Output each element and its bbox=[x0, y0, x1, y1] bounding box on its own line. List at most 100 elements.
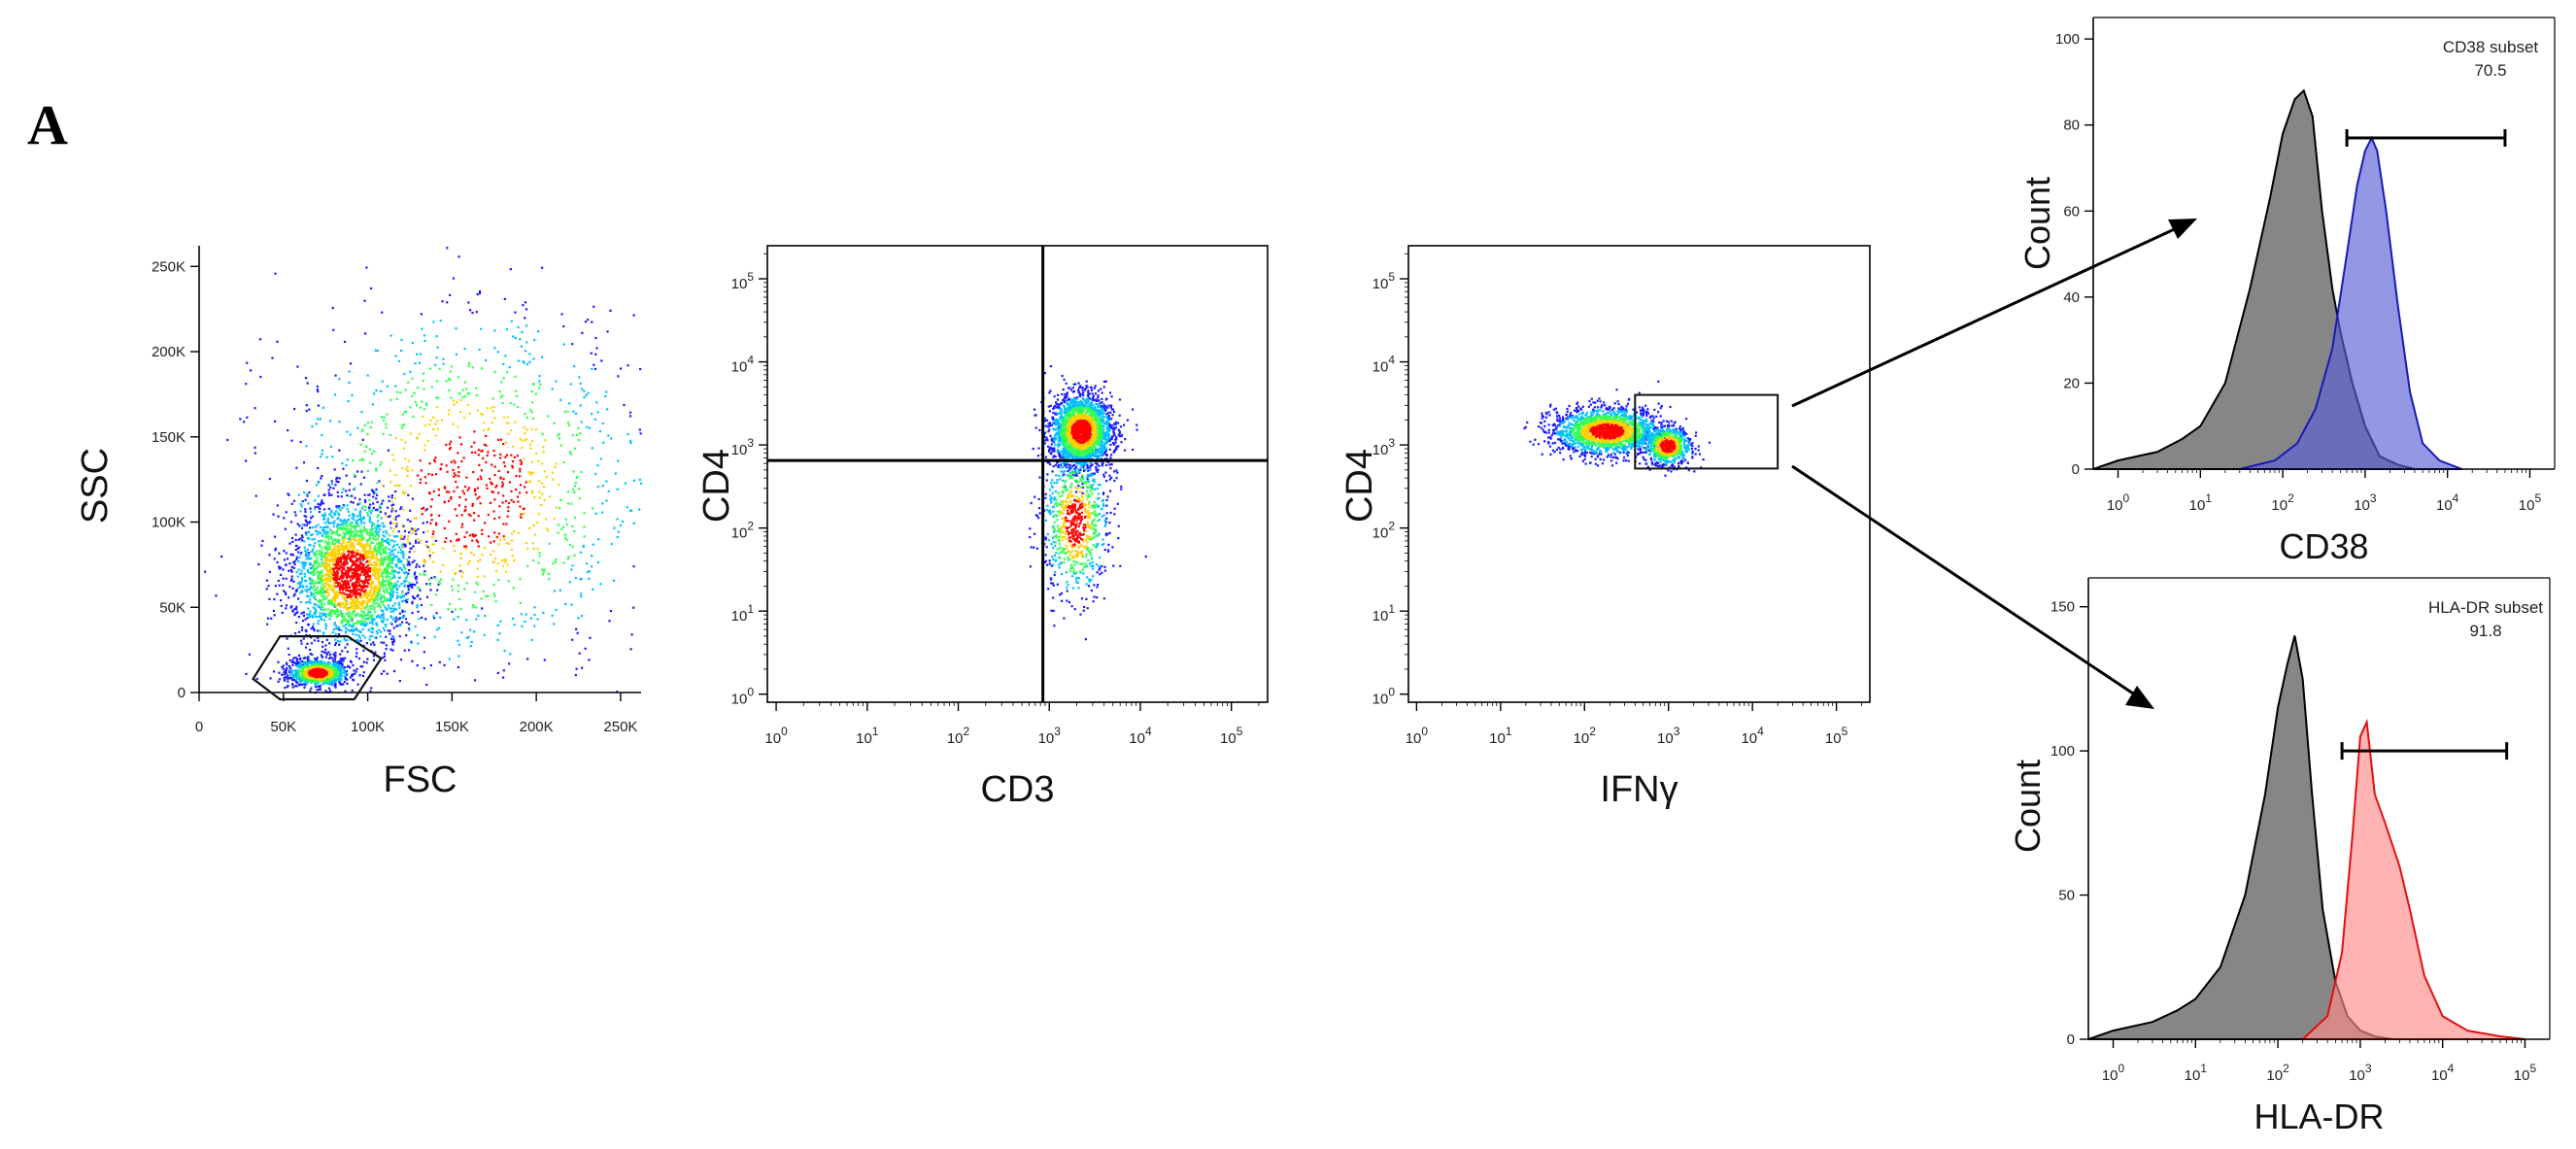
event-dot bbox=[379, 504, 382, 507]
event-dot bbox=[530, 490, 534, 492]
event-dot bbox=[316, 530, 319, 533]
event-dot bbox=[374, 588, 377, 591]
event-dot bbox=[434, 363, 437, 366]
event-dot bbox=[409, 520, 412, 523]
event-dot bbox=[285, 661, 288, 664]
event-dot bbox=[352, 530, 355, 533]
event-dot bbox=[417, 527, 420, 531]
event-dot bbox=[403, 649, 406, 652]
event-dot bbox=[562, 324, 565, 328]
event-dot bbox=[345, 580, 348, 583]
event-dot bbox=[370, 542, 373, 545]
event-dot bbox=[430, 473, 434, 476]
event-dot bbox=[479, 502, 482, 505]
event-dot bbox=[452, 468, 455, 472]
event-dot bbox=[361, 528, 365, 531]
event-dot bbox=[365, 446, 368, 449]
event-dot bbox=[390, 637, 393, 641]
event-dot bbox=[322, 563, 324, 566]
event-dot bbox=[310, 578, 313, 581]
event-dot bbox=[313, 592, 317, 595]
event-dot bbox=[363, 557, 366, 559]
event-dot bbox=[489, 541, 492, 544]
event-dot bbox=[476, 575, 480, 578]
event-dot bbox=[513, 558, 516, 562]
event-dot bbox=[327, 507, 330, 510]
event-dot bbox=[532, 548, 536, 551]
event-dot bbox=[458, 410, 462, 414]
event-dot bbox=[338, 548, 342, 552]
event-dot bbox=[306, 382, 309, 385]
event-dot bbox=[312, 565, 315, 568]
event-dot bbox=[519, 458, 522, 462]
event-dot bbox=[333, 603, 336, 606]
event-dot bbox=[399, 507, 402, 511]
event-dot bbox=[329, 656, 332, 659]
event-dot bbox=[313, 639, 316, 642]
event-dot bbox=[260, 544, 263, 547]
event-dot bbox=[411, 600, 414, 603]
event-dot bbox=[544, 439, 547, 442]
event-dot bbox=[335, 477, 338, 481]
event-dot bbox=[326, 558, 329, 561]
event-dot bbox=[340, 678, 343, 681]
event-dot bbox=[493, 329, 496, 332]
event-dot bbox=[421, 616, 424, 620]
event-dot bbox=[308, 554, 311, 557]
event-dot bbox=[326, 584, 329, 587]
event-dot bbox=[387, 541, 390, 544]
event-dot bbox=[493, 347, 496, 350]
event-dot bbox=[382, 570, 386, 573]
event-dot bbox=[330, 482, 334, 486]
event-dot bbox=[445, 443, 448, 447]
event-dot bbox=[335, 596, 338, 599]
event-dot bbox=[372, 591, 375, 595]
event-dot bbox=[448, 389, 451, 391]
event-dot bbox=[437, 489, 440, 491]
event-dot bbox=[504, 570, 508, 573]
event-dot bbox=[359, 596, 362, 599]
event-dot bbox=[438, 580, 441, 583]
event-dot bbox=[330, 537, 333, 540]
event-dot bbox=[571, 545, 574, 549]
event-dot bbox=[467, 364, 470, 367]
event-dot bbox=[457, 665, 459, 669]
event-dot bbox=[402, 615, 405, 618]
event-dot bbox=[394, 584, 397, 588]
event-dot bbox=[375, 488, 378, 490]
event-dot bbox=[519, 505, 522, 508]
event-dot bbox=[333, 554, 336, 558]
event-dot bbox=[1115, 469, 1118, 472]
event-dot bbox=[356, 563, 359, 567]
event-dot bbox=[366, 374, 369, 377]
event-dot bbox=[386, 531, 389, 535]
event-dot bbox=[338, 542, 341, 545]
event-dot bbox=[445, 490, 449, 493]
event-dot bbox=[303, 666, 306, 669]
event-dot bbox=[317, 540, 321, 543]
event-dot bbox=[479, 475, 482, 478]
event-dot bbox=[352, 561, 355, 564]
event-dot bbox=[593, 418, 597, 421]
event-dot bbox=[452, 399, 455, 402]
event-dot bbox=[580, 615, 584, 618]
event-dot bbox=[285, 604, 288, 607]
event-dot bbox=[1074, 383, 1077, 386]
event-dot bbox=[368, 570, 371, 573]
event-dot bbox=[365, 579, 369, 582]
event-dot bbox=[510, 548, 513, 551]
event-dot bbox=[430, 603, 433, 607]
event-dot bbox=[426, 439, 430, 442]
event-dot bbox=[334, 549, 337, 552]
event-dot bbox=[319, 629, 322, 632]
event-dot bbox=[378, 546, 381, 550]
event-dot bbox=[398, 585, 401, 588]
event-dot bbox=[465, 388, 468, 390]
event-dot bbox=[390, 334, 392, 337]
event-dot bbox=[502, 564, 505, 568]
event-dot bbox=[381, 621, 385, 624]
event-dot bbox=[330, 550, 333, 553]
event-dot bbox=[372, 536, 375, 540]
event-dot bbox=[376, 349, 380, 353]
event-dot bbox=[423, 564, 425, 567]
